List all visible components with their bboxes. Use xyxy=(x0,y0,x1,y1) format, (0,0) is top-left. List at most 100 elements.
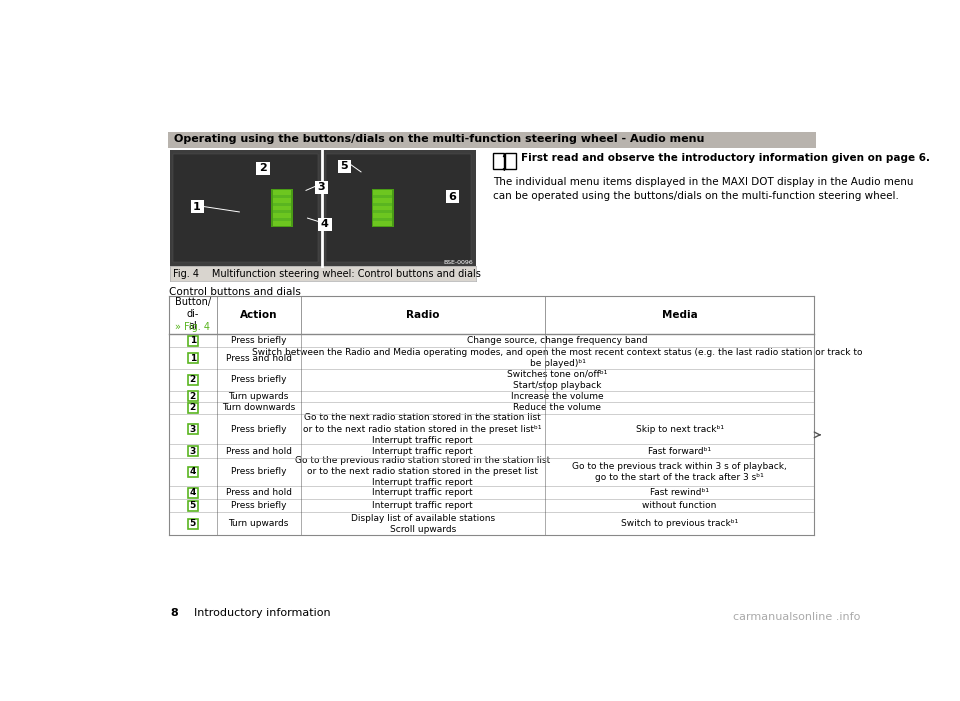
Bar xyxy=(169,499,814,512)
Text: 2: 2 xyxy=(190,403,196,412)
Text: Go to the previous track within 3 s of playback,
go to the start of the track af: Go to the previous track within 3 s of p… xyxy=(572,462,787,482)
Bar xyxy=(169,348,814,369)
Bar xyxy=(174,154,319,262)
Text: Fast forwardᵇ¹: Fast forwardᵇ¹ xyxy=(648,447,711,456)
Text: First read and observe the introductory information given on page 6.: First read and observe the introductory … xyxy=(520,154,929,163)
Bar xyxy=(188,403,198,413)
Text: Turn upwards: Turn upwards xyxy=(228,519,289,529)
Bar xyxy=(169,414,814,444)
Text: 8: 8 xyxy=(170,608,179,618)
Text: 1: 1 xyxy=(190,354,196,362)
Text: without function: without function xyxy=(642,501,717,510)
Bar xyxy=(169,296,814,334)
Text: Press briefly: Press briefly xyxy=(231,468,286,476)
Bar xyxy=(190,200,204,214)
Text: Fast rewindᵇ¹: Fast rewindᵇ¹ xyxy=(650,488,709,497)
Bar xyxy=(315,181,327,194)
Text: 2: 2 xyxy=(190,375,196,384)
Text: Press and hold: Press and hold xyxy=(226,354,292,362)
Bar xyxy=(188,375,198,385)
Text: Button/
di-
al: Button/ di- al xyxy=(175,297,211,332)
Bar xyxy=(188,467,198,477)
Text: Control buttons and dials: Control buttons and dials xyxy=(169,287,300,297)
Bar xyxy=(188,519,198,529)
Text: 4: 4 xyxy=(190,488,196,497)
Bar xyxy=(169,390,814,402)
Bar xyxy=(168,132,816,148)
Bar xyxy=(188,391,198,402)
Bar xyxy=(169,369,814,390)
Text: Turn downwards: Turn downwards xyxy=(222,403,296,412)
Text: Fig. 4  Multifunction steering wheel: Control buttons and dials: Fig. 4 Multifunction steering wheel: Con… xyxy=(174,269,481,279)
Text: Interrupt traffic report: Interrupt traffic report xyxy=(372,488,473,497)
Bar xyxy=(273,218,291,222)
Text: Switches tone on/offᵇ¹
Start/stop playback: Switches tone on/offᵇ¹ Start/stop playba… xyxy=(507,369,608,390)
Text: 3: 3 xyxy=(190,425,196,434)
Bar xyxy=(188,488,198,498)
Bar xyxy=(170,266,476,281)
Bar xyxy=(373,218,392,222)
Bar xyxy=(169,334,814,348)
Text: 2: 2 xyxy=(190,392,196,401)
Text: BSE-0096: BSE-0096 xyxy=(444,260,473,265)
Text: Radio: Radio xyxy=(406,310,440,320)
Bar xyxy=(273,203,291,206)
Bar xyxy=(169,402,814,414)
Text: 3: 3 xyxy=(190,447,196,456)
Text: The individual menu items displayed in the MAXI DOT display in the Audio menu
ca: The individual menu items displayed in t… xyxy=(492,177,913,201)
Bar xyxy=(319,218,331,231)
Text: Reduce the volume: Reduce the volume xyxy=(514,403,602,412)
Text: 5: 5 xyxy=(190,519,196,529)
Text: 5: 5 xyxy=(340,161,348,171)
Text: Change source, change frequency band: Change source, change frequency band xyxy=(468,336,648,346)
Text: Media: Media xyxy=(661,310,697,320)
Text: Press and hold: Press and hold xyxy=(226,447,292,456)
Text: 5: 5 xyxy=(190,501,196,510)
Bar xyxy=(169,512,814,536)
Text: Action: Action xyxy=(240,310,277,320)
Bar xyxy=(273,195,291,198)
Bar xyxy=(373,195,392,198)
Bar xyxy=(188,336,198,346)
Bar xyxy=(446,191,460,203)
Text: Press briefly: Press briefly xyxy=(231,425,286,434)
Bar xyxy=(169,444,814,458)
Text: Press briefly: Press briefly xyxy=(231,375,286,384)
Text: Press briefly: Press briefly xyxy=(231,501,286,510)
Text: Press briefly: Press briefly xyxy=(231,336,286,346)
Bar xyxy=(188,424,198,434)
Text: 1: 1 xyxy=(190,336,196,346)
Text: Introductory information: Introductory information xyxy=(194,608,330,618)
Bar xyxy=(273,210,291,214)
Bar xyxy=(338,160,351,172)
Bar xyxy=(373,191,392,226)
Bar xyxy=(326,154,471,262)
Text: Display list of available stations
Scroll upwards: Display list of available stations Scrol… xyxy=(350,514,494,534)
Text: 3: 3 xyxy=(317,182,324,192)
Text: Increase the volume: Increase the volume xyxy=(511,392,604,401)
Bar xyxy=(188,446,198,456)
Text: 4: 4 xyxy=(190,468,196,476)
Text: Go to the next radio station stored in the station list
or to the next radio sta: Go to the next radio station stored in t… xyxy=(303,414,541,444)
Bar xyxy=(273,191,291,226)
Text: Switch between the Radio and Media operating modes, and open the most recent con: Switch between the Radio and Media opera… xyxy=(252,348,863,368)
Text: Press and hold: Press and hold xyxy=(226,488,292,497)
Text: Switch to previous trackᵇ¹: Switch to previous trackᵇ¹ xyxy=(621,519,738,529)
Bar xyxy=(170,150,476,266)
Bar xyxy=(492,154,504,169)
Bar xyxy=(169,486,814,499)
Bar xyxy=(169,458,814,486)
Bar xyxy=(505,154,516,169)
Text: Skip to next trackᵇ¹: Skip to next trackᵇ¹ xyxy=(636,425,724,434)
Bar xyxy=(256,162,270,175)
Text: 6: 6 xyxy=(448,191,456,202)
Text: 1: 1 xyxy=(193,202,201,212)
Bar xyxy=(373,210,392,214)
Bar xyxy=(188,501,198,511)
Text: 2: 2 xyxy=(259,163,267,173)
Text: 4: 4 xyxy=(321,219,328,229)
Bar xyxy=(188,353,198,363)
Text: Interrupt traffic report: Interrupt traffic report xyxy=(372,501,473,510)
Bar xyxy=(372,189,394,227)
Text: Interrupt traffic report: Interrupt traffic report xyxy=(372,447,473,456)
